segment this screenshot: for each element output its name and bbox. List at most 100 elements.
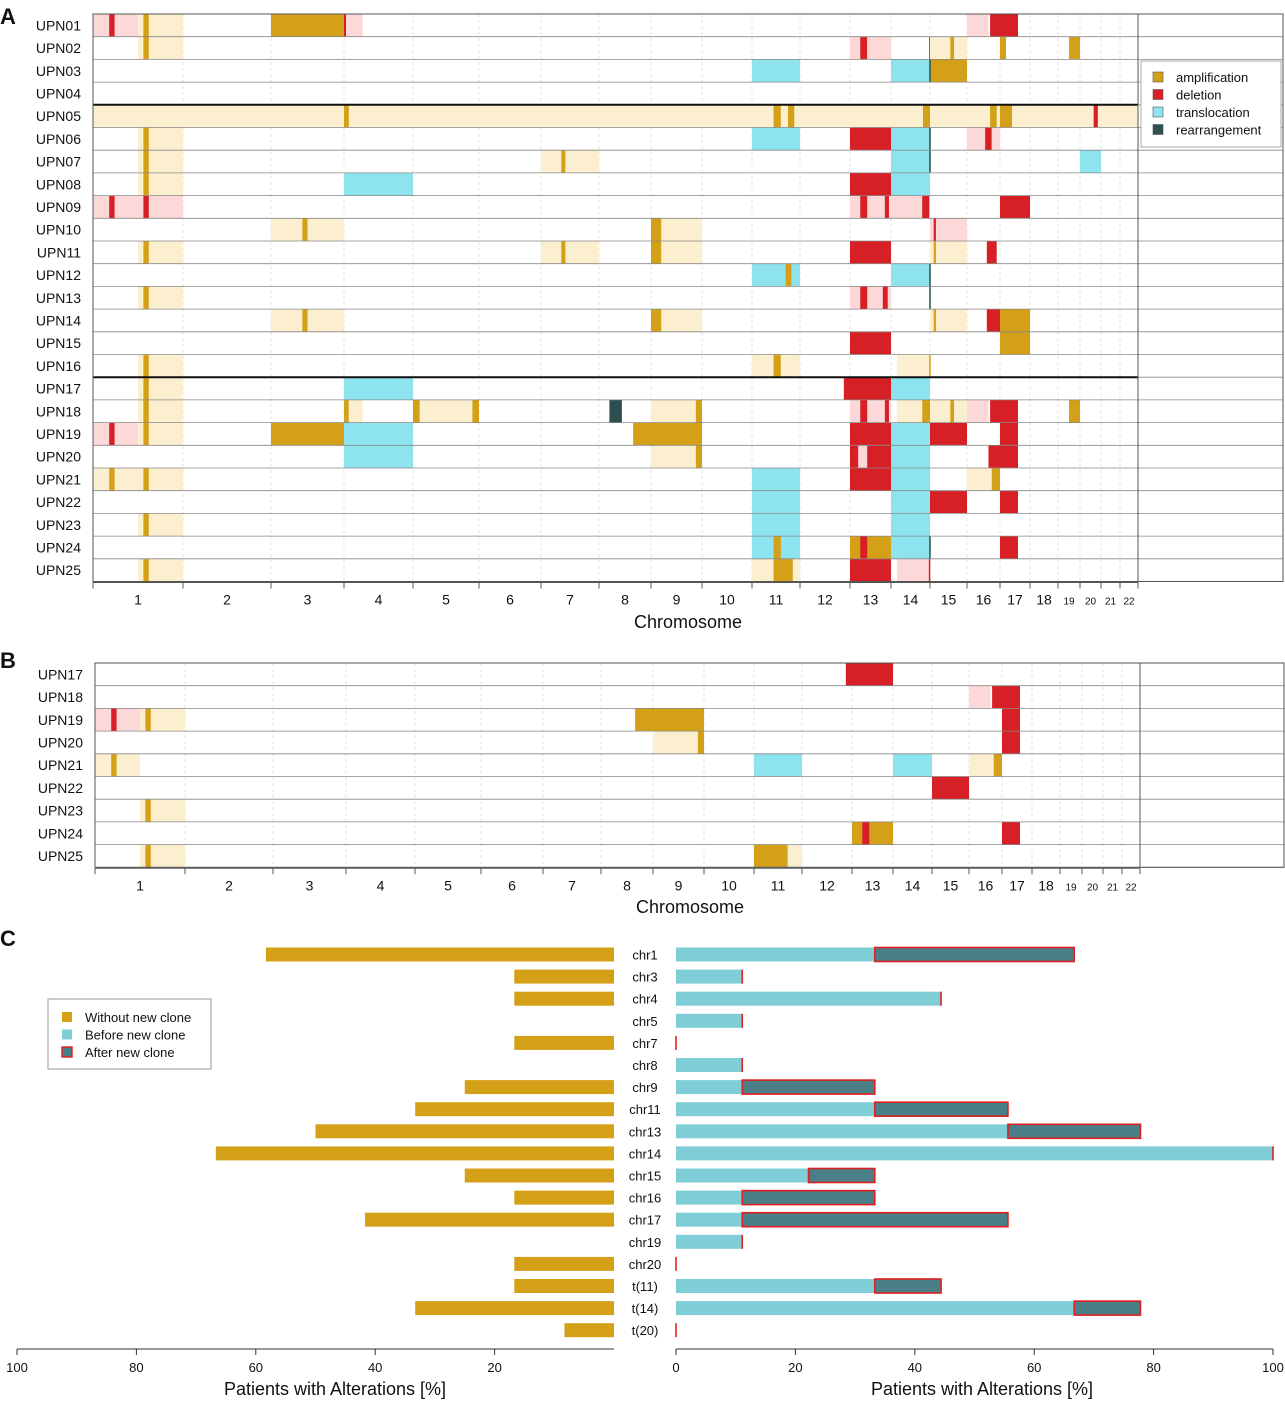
sample-label: UPN16 [36, 358, 81, 374]
alteration-segment [302, 218, 308, 241]
bar-before-new-clone [676, 969, 743, 984]
right-x-tick-label: 60 [1027, 1360, 1041, 1375]
alteration-segment [929, 150, 931, 173]
alteration-segment [752, 127, 800, 151]
chromosome-tick-label: 18 [1038, 877, 1054, 893]
alteration-segment [346, 14, 363, 37]
alteration-segment [302, 309, 308, 332]
chromosome-tick-label: 16 [976, 592, 992, 608]
alteration-segment [143, 241, 149, 264]
chromosome-tick-label: 10 [721, 877, 737, 893]
chromosome-tick-label: 22 [1123, 597, 1135, 608]
chart-legend-label: After new clone [85, 1045, 175, 1060]
alteration-segment [773, 104, 781, 128]
alteration-segment [93, 468, 183, 491]
sample-label: UPN02 [36, 40, 81, 56]
alteration-segment [1069, 36, 1080, 60]
bar-after-new-clone [741, 1189, 876, 1206]
alteration-segment [651, 104, 702, 128]
alteration-segment [472, 399, 479, 423]
panel-a-legend: amplification deletion translocation rearra… [1140, 60, 1282, 148]
sample-label: UPN14 [36, 312, 81, 328]
alteration-segment [143, 36, 149, 60]
alteration-segment [891, 263, 930, 287]
bar-without-new-clone [514, 991, 614, 1006]
legend-box [1140, 60, 1282, 148]
chromosome-tick-label: 10 [719, 592, 735, 608]
alteration-segment [860, 195, 868, 219]
alteration-segment [1000, 399, 1018, 423]
bar-without-new-clone [265, 947, 614, 962]
alteration-segment [967, 399, 989, 423]
alteration-segment [413, 104, 479, 128]
panel-a-karyogram: UPN01 UPN02 UPN03 UPN04 UPN05 UPN06 UPN07 UPN08… [36, 13, 1284, 608]
alteration-segment [928, 558, 931, 582]
alteration-segment [109, 422, 115, 446]
alteration-segment [990, 399, 1000, 423]
alteration-segment [1002, 685, 1020, 709]
alteration-segment [138, 14, 183, 37]
alteration-segment [1002, 708, 1020, 732]
right-x-tick-label: 40 [908, 1360, 922, 1375]
chromosome-tick-label: 2 [223, 592, 231, 608]
alteration-segment [138, 241, 183, 264]
panel-label-c: C [0, 926, 16, 951]
alteration-segment [599, 104, 651, 128]
bar-without-new-clone [415, 1102, 614, 1117]
alteration-segment [413, 399, 479, 423]
bar-after-new-clone [741, 1211, 1009, 1228]
alteration-segment [860, 286, 868, 310]
chromosome-tick-label: 21 [1105, 597, 1117, 608]
legend-label-rearrangement: rearrangement [1176, 123, 1262, 138]
bar-after-new-clone [807, 1167, 876, 1184]
sample-label: UPN24 [38, 825, 83, 841]
chart-legend-swatch [61, 1046, 73, 1058]
alteration-segment [111, 708, 117, 732]
chromosome-tick-label: 13 [863, 592, 879, 608]
alteration-segment [140, 708, 185, 732]
sample-label: UPN25 [38, 848, 83, 864]
alteration-segment [143, 468, 149, 491]
legend-label-amplification: amplification [1176, 70, 1248, 85]
alteration-segment [990, 104, 997, 128]
bar-without-new-clone [514, 1190, 614, 1205]
alteration-segment [845, 663, 893, 686]
alteration-segment [891, 172, 930, 196]
alteration-segment [843, 377, 891, 400]
sample-label: UPN23 [36, 517, 81, 533]
bar-after-new-clone [874, 1278, 942, 1294]
legend-swatch-deletion [1152, 89, 1164, 100]
chromosome-tick-label: 9 [675, 877, 683, 893]
chromosome-tick-label: 9 [673, 592, 681, 608]
alteration-segment [1030, 104, 1058, 128]
alteration-segment [344, 172, 413, 196]
alteration-segment [891, 513, 930, 537]
chromosome-tick-label: 1 [134, 592, 142, 608]
alteration-segment [109, 468, 115, 491]
alteration-segment [933, 241, 936, 264]
alteration-segment [1000, 36, 1006, 60]
sample-label: UPN03 [36, 63, 81, 79]
category-label: chr17 [629, 1213, 662, 1228]
alteration-segment [651, 309, 662, 332]
panel-a-x-axis-title: Chromosome [634, 612, 742, 632]
karyogram-frame [92, 13, 1284, 582]
alteration-segment [344, 399, 349, 423]
alteration-segment [95, 708, 140, 732]
bar-after-new-clone [1007, 1123, 1142, 1140]
alteration-segment [1002, 821, 1020, 845]
alteration-segment [109, 14, 115, 37]
sample-label: UPN22 [36, 494, 81, 510]
sample-label: UPN19 [38, 712, 83, 728]
bar-before-new-clone [676, 1279, 875, 1293]
alteration-segment [635, 708, 704, 732]
panel-label-b: B [0, 648, 16, 673]
alteration-segment [651, 218, 702, 241]
alteration-segment [933, 218, 936, 241]
alteration-segment [788, 104, 795, 128]
alteration-segment [850, 36, 861, 60]
alteration-segment [143, 354, 149, 378]
panel-c-bar-chart: chr1 chr3 chr4 chr5 chr7 chr8 chr9 chr11 chr13 ch… [6, 946, 1284, 1375]
legend-label-translocation: translocation [1176, 105, 1250, 120]
alteration-segment [893, 753, 932, 777]
